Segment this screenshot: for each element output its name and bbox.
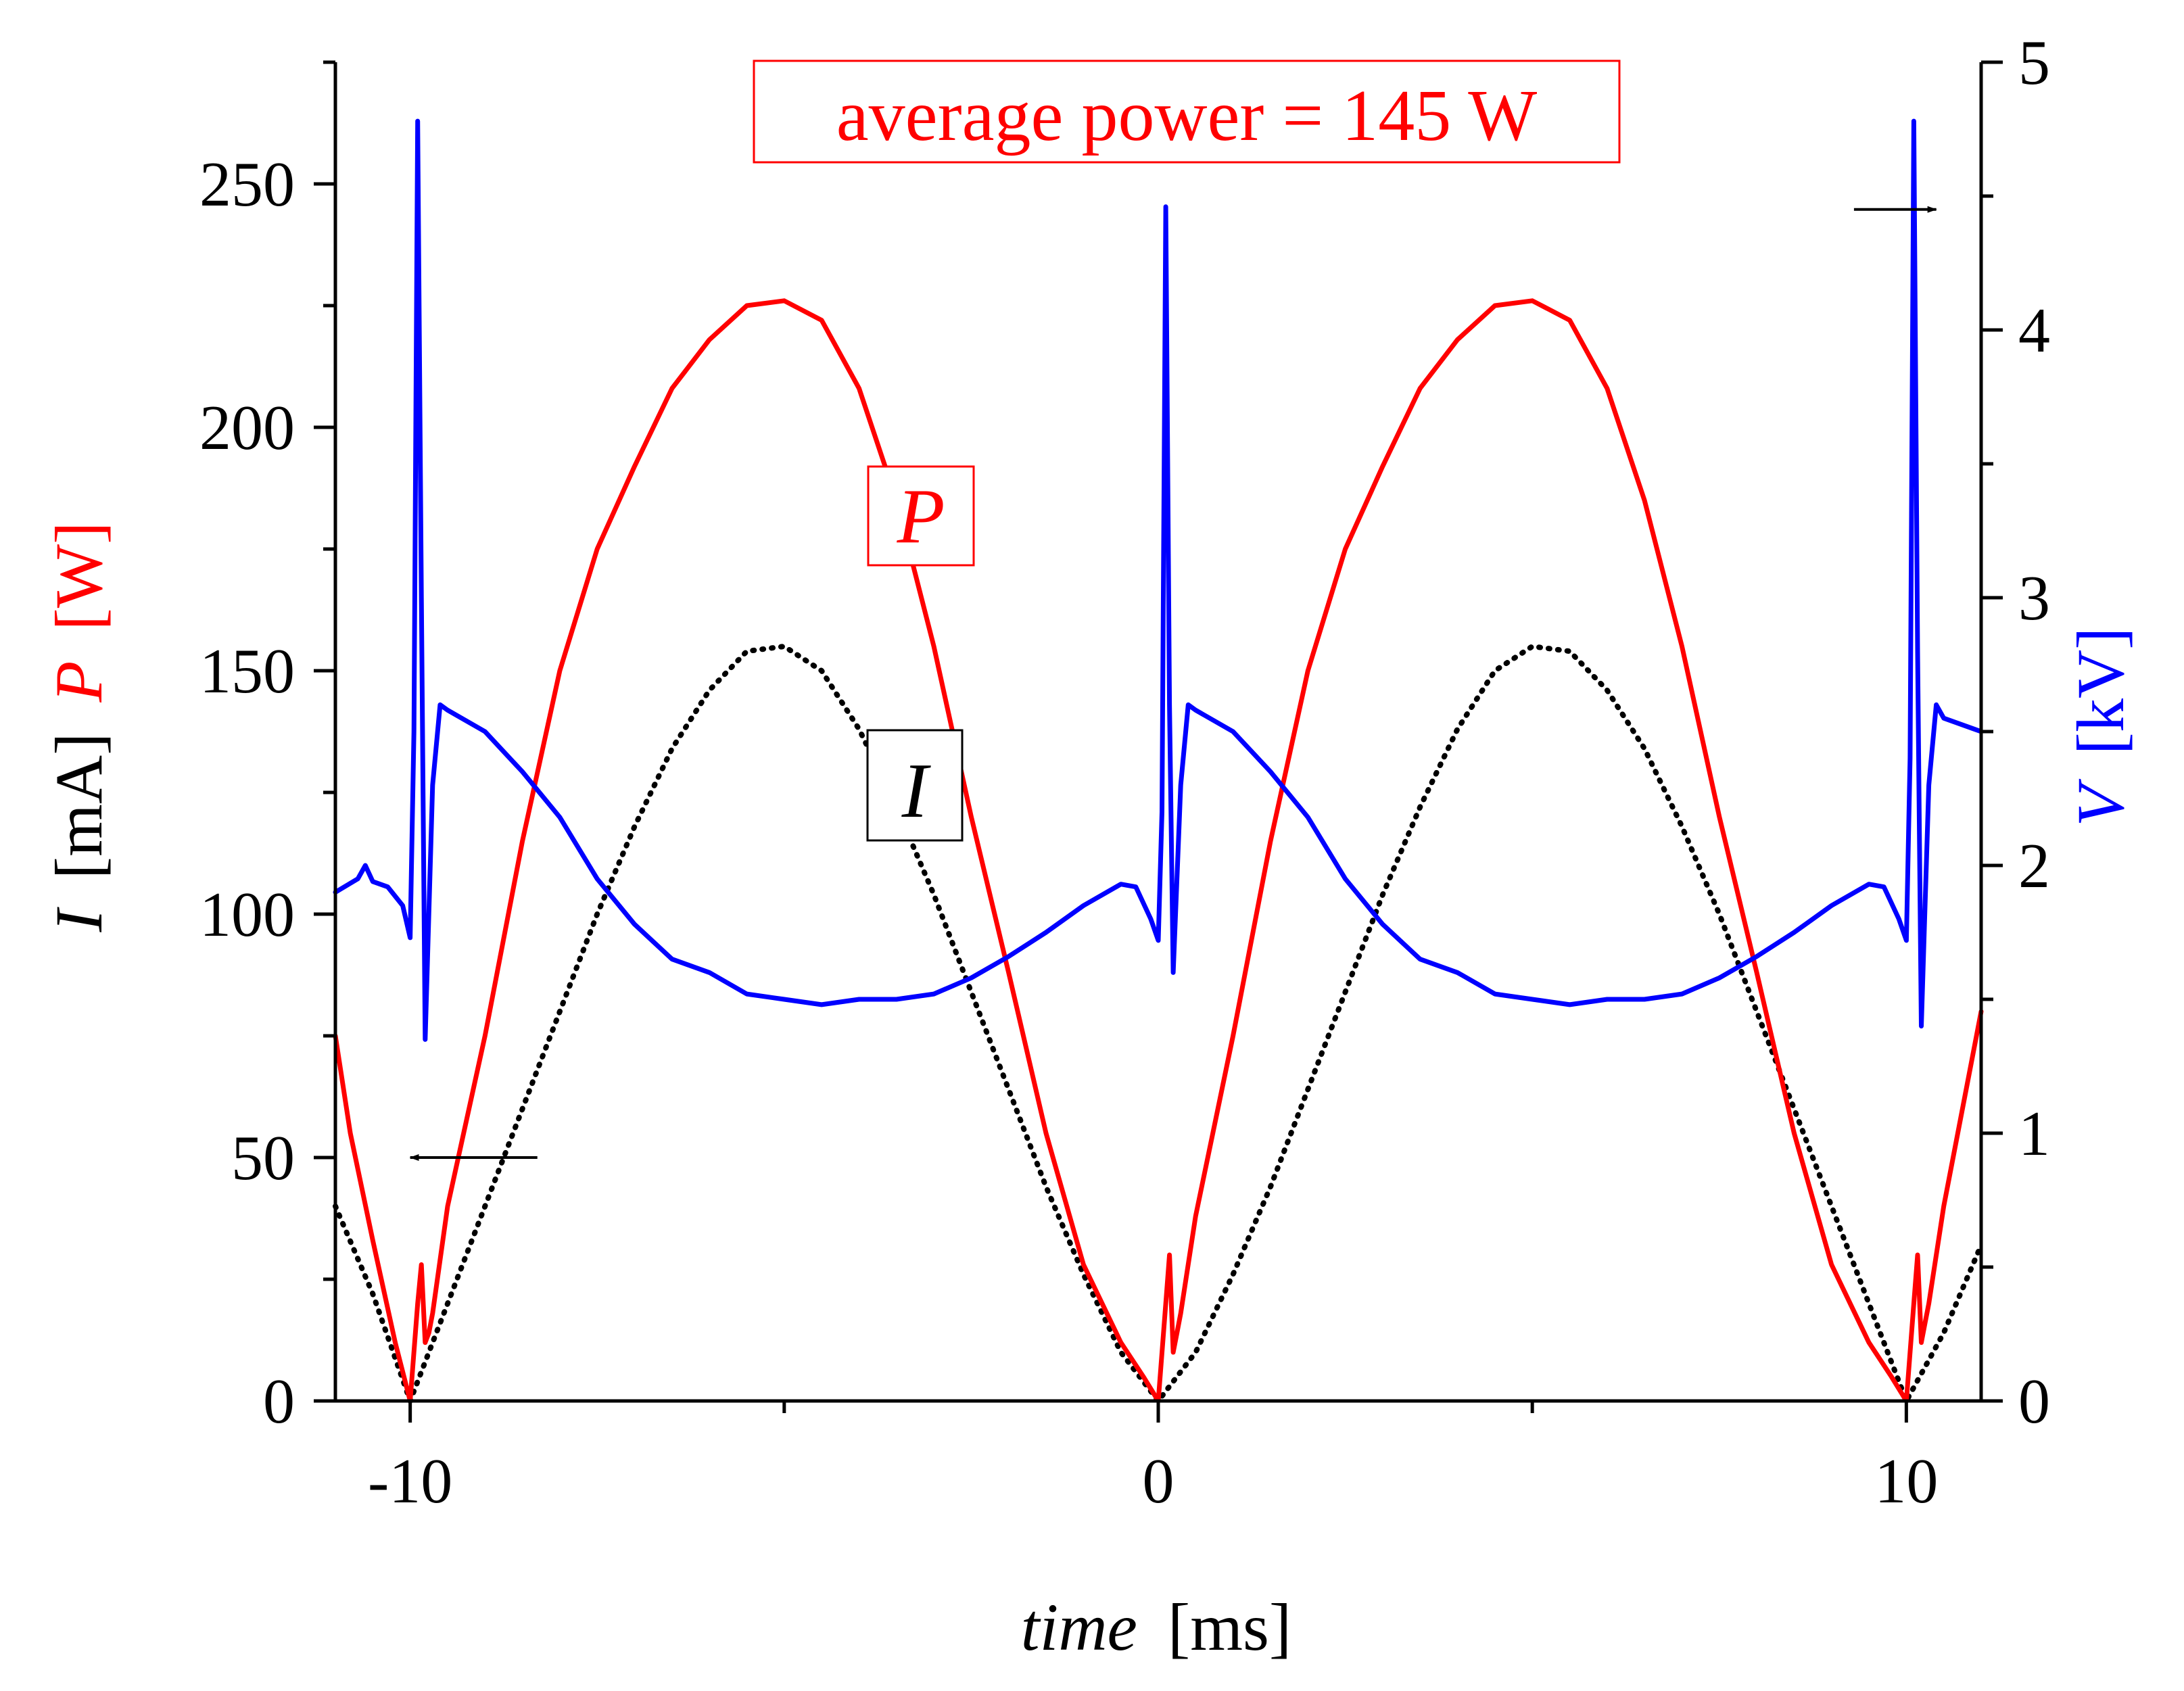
- average-power-box: [753, 59, 1621, 164]
- y-right-tick-label: 4: [2018, 295, 2050, 366]
- y-right-tick-label: 1: [2018, 1099, 2050, 1169]
- y-right-tick-label: 5: [2018, 28, 2050, 98]
- y-right-tick-label: 2: [2018, 831, 2050, 901]
- arrow-layer: [409, 206, 1937, 1161]
- y-left-title-P-unit: [W]: [41, 521, 116, 630]
- x-axis-title-italic: time: [1021, 1590, 1137, 1665]
- x-tick-label: 0: [1143, 1446, 1174, 1517]
- p-series-label: P: [867, 465, 975, 567]
- x-axis-title: time [ms]: [1021, 1590, 1291, 1665]
- series-p-line: [333, 298, 1984, 1404]
- y-left-title-I-unit: [mA]: [41, 733, 116, 880]
- y-right-tick-label: 0: [2018, 1366, 2050, 1437]
- series-v-line: [333, 118, 1984, 1042]
- y-right-tick-label: 3: [2018, 563, 2050, 634]
- series-layer: [333, 118, 1984, 1404]
- y-left-tick-label: 50: [231, 1123, 295, 1193]
- average-power-annotation: average power = 145 W: [753, 59, 1621, 164]
- i-label-text: I: [901, 748, 932, 834]
- y-left-tick-label: 150: [199, 636, 295, 707]
- y-left-tick-label: 100: [199, 880, 295, 950]
- x-tick-label: -10: [368, 1446, 452, 1517]
- y-right-axis-title: V [kV]: [2063, 627, 2138, 827]
- p-label-box: [867, 465, 975, 567]
- x-axis-title-unit: [ms]: [1168, 1590, 1291, 1665]
- series-i-line: [333, 644, 1984, 1404]
- y-right-title-V-unit: [kV]: [2063, 627, 2138, 755]
- y-left-tick-label: 0: [263, 1366, 295, 1437]
- p-label-text: P: [897, 473, 945, 560]
- x-tick-label: 10: [1874, 1446, 1938, 1517]
- y-left-title-P: P: [41, 661, 116, 702]
- y-left-title-I: I: [41, 907, 116, 933]
- y-right-title-V: V: [2063, 778, 2138, 826]
- y-left-tick-label: 250: [199, 149, 295, 220]
- i-label-box: [866, 729, 964, 842]
- i-series-label: I: [866, 729, 964, 842]
- y-left-tick-label: 200: [199, 393, 295, 463]
- average-power-text: average power = 145 W: [836, 76, 1538, 156]
- y-left-axis-title: I [mA] P [W]: [41, 521, 116, 932]
